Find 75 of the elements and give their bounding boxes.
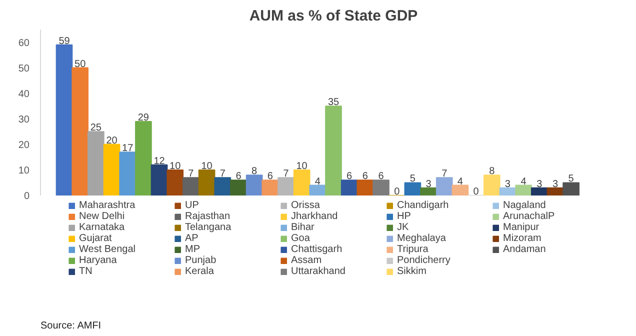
y-tick-label: 20	[18, 140, 30, 151]
legend-label: Orissa	[291, 200, 321, 211]
legend-label: Jharkhand	[291, 211, 339, 222]
data-label: 7	[283, 168, 290, 180]
legend-label: Maharashtra	[79, 200, 136, 211]
legend-label: Telangana	[185, 222, 232, 233]
legend-label: West Bengal	[79, 244, 137, 255]
legend-label: Chandigarh	[397, 200, 450, 211]
data-label: 35	[328, 97, 340, 108]
data-label: 4	[314, 176, 321, 188]
legend-label: Pondicherry	[397, 255, 452, 266]
legend-label: Punjab	[185, 255, 218, 266]
legend-label: Goa	[291, 233, 311, 244]
legend-label: UP	[185, 200, 200, 211]
legend-label: HP	[397, 211, 412, 222]
y-tick-label: 10	[18, 165, 30, 176]
chart-title: AUM as % of State GDP	[249, 8, 418, 24]
data-label: 12	[154, 156, 166, 167]
data-label: 10	[201, 160, 213, 172]
data-label: 10	[296, 160, 308, 172]
data-label: 3	[536, 178, 543, 190]
data-label: 8	[252, 166, 258, 178]
legend-label: Kerala	[185, 266, 215, 277]
data-label: 0	[473, 186, 480, 198]
data-label: 4	[520, 176, 527, 188]
data-label: 7	[220, 168, 226, 180]
data-label: 5	[410, 174, 416, 185]
legend-label: ArunachalP	[503, 211, 556, 222]
legend-label: Mizoram	[503, 233, 542, 244]
legend-label: Meghalaya	[397, 233, 447, 244]
legend-label: Andaman	[503, 244, 547, 255]
data-label: 59	[58, 36, 70, 47]
data-label: 6	[236, 171, 242, 182]
data-label: 7	[188, 168, 194, 180]
legend-label: Bihar	[291, 222, 316, 233]
data-label: 6	[346, 171, 353, 182]
data-label: 29	[138, 112, 150, 124]
data-label: 10	[170, 160, 182, 172]
y-tick-label: 30	[18, 114, 30, 126]
data-label: 6	[267, 171, 274, 182]
legend-label: Assam	[291, 255, 323, 266]
legend-label: Sikkim	[397, 266, 428, 277]
legend-label: Nagaland	[503, 200, 547, 211]
data-label: 3	[552, 178, 558, 190]
y-tick-label: 50	[18, 63, 30, 74]
source-note: Source: AMFI	[40, 320, 102, 332]
data-label: 3	[426, 178, 432, 190]
data-label: 0	[394, 186, 400, 198]
data-label: 25	[90, 122, 102, 134]
legend-label: Haryana	[79, 255, 118, 266]
legend-label: TN	[79, 266, 94, 277]
legend-label: Gujarat	[79, 233, 113, 244]
data-label: 6	[378, 171, 384, 182]
data-label: 5	[568, 174, 574, 185]
data-label: 8	[489, 166, 496, 178]
data-label: 4	[457, 176, 464, 188]
data-label: 6	[362, 171, 368, 182]
y-tick-label: 40	[18, 88, 30, 100]
data-label: 3	[504, 178, 511, 190]
legend-label: Tripura	[397, 244, 430, 255]
legend-label: Karnataka	[79, 222, 126, 233]
legend-label: Uttarakhand	[291, 266, 346, 277]
legend-label: JK	[397, 222, 410, 233]
data-label: 50	[74, 58, 86, 70]
legend-label: Chattisgarh	[291, 244, 344, 255]
legend-label: New Delhi	[79, 211, 126, 222]
legend-label: MP	[185, 244, 201, 255]
data-label: 20	[106, 135, 118, 146]
data-label: 7	[442, 168, 448, 180]
legend-label: AP	[185, 233, 200, 244]
legend-label: Manipur	[503, 222, 540, 233]
y-tick-label: 60	[18, 38, 30, 49]
y-tick-label: 0	[24, 191, 30, 202]
legend-label: Rajasthan	[185, 211, 232, 222]
data-label: 17	[122, 143, 134, 154]
